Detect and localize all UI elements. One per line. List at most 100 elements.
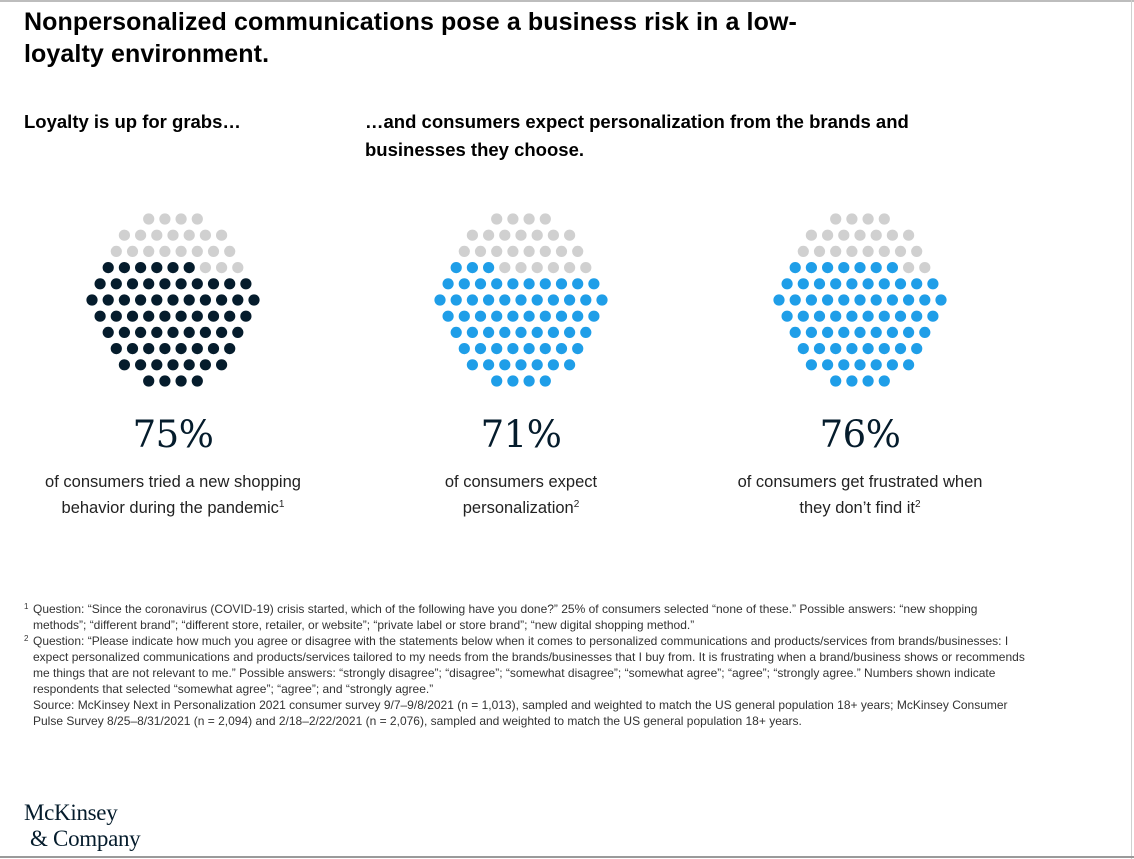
filled-dot — [580, 294, 592, 306]
empty-dot — [531, 229, 543, 241]
filled-dot — [927, 278, 939, 290]
filled-dot — [466, 294, 478, 306]
filled-dot — [846, 375, 858, 387]
filled-dot — [240, 278, 252, 290]
filled-dot — [781, 278, 793, 290]
filled-dot — [838, 262, 850, 274]
filled-dot — [183, 326, 195, 338]
filled-dot — [507, 375, 519, 387]
filled-dot — [159, 278, 171, 290]
empty-dot — [878, 213, 890, 225]
filled-dot — [118, 326, 130, 338]
filled-dot — [240, 310, 252, 322]
empty-dot — [539, 213, 551, 225]
logo-line-1: McKinsey — [24, 800, 118, 825]
filled-dot — [539, 310, 551, 322]
filled-dot — [886, 359, 898, 371]
filled-dot — [515, 359, 527, 371]
filled-dot — [547, 359, 559, 371]
footnote-1: 1 Question: “Since the coronavirus (COVID… — [24, 601, 1034, 633]
filled-dot — [102, 294, 114, 306]
filled-dot — [483, 326, 495, 338]
empty-dot — [564, 262, 576, 274]
filled-dot — [822, 326, 834, 338]
empty-dot — [813, 245, 826, 257]
filled-dot — [515, 326, 527, 338]
filled-dot — [870, 359, 882, 371]
filled-dot — [870, 294, 882, 306]
stat-description-1: of consumers tried a new shopping behavi… — [43, 469, 303, 521]
filled-dot — [572, 343, 584, 355]
filled-dot — [878, 375, 890, 387]
stat-panel-3: 76% of consumers get frustrated when the… — [730, 205, 990, 521]
filled-dot — [555, 310, 568, 322]
filled-dot — [224, 278, 236, 290]
footnote-1-mark: 1 — [24, 602, 29, 611]
filled-dot — [466, 326, 478, 338]
empty-dot — [507, 245, 519, 257]
empty-dot — [232, 262, 244, 274]
filled-dot — [813, 278, 826, 290]
stat-description-3: of consumers get frustrated when they do… — [730, 469, 990, 521]
filled-dot — [216, 359, 228, 371]
filled-dot — [539, 278, 551, 290]
filled-dot — [159, 310, 171, 322]
filled-dot — [846, 343, 858, 355]
filled-dot — [94, 278, 106, 290]
filled-dot — [151, 262, 163, 274]
filled-dot — [588, 278, 600, 290]
filled-dot — [110, 310, 122, 322]
filled-dot — [596, 294, 608, 306]
filled-dot — [854, 359, 866, 371]
empty-dot — [191, 213, 203, 225]
filled-dot — [523, 310, 535, 322]
dot-circle-chart-2 — [434, 213, 608, 387]
filled-dot — [838, 359, 850, 371]
filled-dot — [911, 343, 923, 355]
filled-dot — [507, 278, 519, 290]
footnote-2-text: Question: “Please indicate how much you … — [33, 634, 1025, 696]
filled-dot — [805, 359, 817, 371]
empty-dot — [126, 245, 139, 257]
stat-panel-2: 71% of consumers expect personalization2 — [391, 205, 651, 521]
filled-dot — [862, 343, 874, 355]
footnote-2-mark: 2 — [24, 634, 29, 643]
filled-dot — [474, 343, 487, 355]
filled-dot — [207, 343, 220, 355]
filled-dot — [126, 343, 139, 355]
empty-dot — [491, 245, 503, 257]
filled-dot — [167, 359, 179, 371]
filled-dot — [118, 262, 130, 274]
empty-dot — [491, 213, 503, 225]
filled-dot — [572, 310, 584, 322]
filled-dot — [483, 294, 495, 306]
filled-dot — [224, 343, 236, 355]
filled-dot — [797, 343, 809, 355]
filled-dot — [86, 294, 98, 306]
filled-dot — [159, 343, 171, 355]
filled-dot — [588, 310, 600, 322]
filled-dot — [167, 262, 179, 274]
filled-dot — [919, 294, 931, 306]
filled-dot — [911, 310, 923, 322]
empty-dot — [830, 213, 842, 225]
empty-dot — [191, 245, 203, 257]
empty-dot — [207, 245, 220, 257]
filled-dot — [564, 359, 576, 371]
filled-dot — [903, 359, 915, 371]
filled-dot — [135, 326, 147, 338]
stat-value-2: 71% — [480, 413, 562, 456]
filled-dot — [483, 359, 495, 371]
empty-dot — [466, 229, 478, 241]
filled-dot — [507, 310, 519, 322]
filled-dot — [846, 278, 858, 290]
filled-dot — [507, 343, 519, 355]
stat-description-text-3: of consumers get frustrated when they do… — [737, 473, 983, 517]
filled-dot — [434, 294, 446, 306]
stat-description-text-1: of consumers tried a new shopping behavi… — [45, 473, 301, 517]
filled-dot — [216, 294, 228, 306]
empty-dot — [919, 262, 931, 274]
filled-dot — [547, 294, 559, 306]
filled-dot — [175, 375, 187, 387]
empty-dot — [216, 262, 228, 274]
